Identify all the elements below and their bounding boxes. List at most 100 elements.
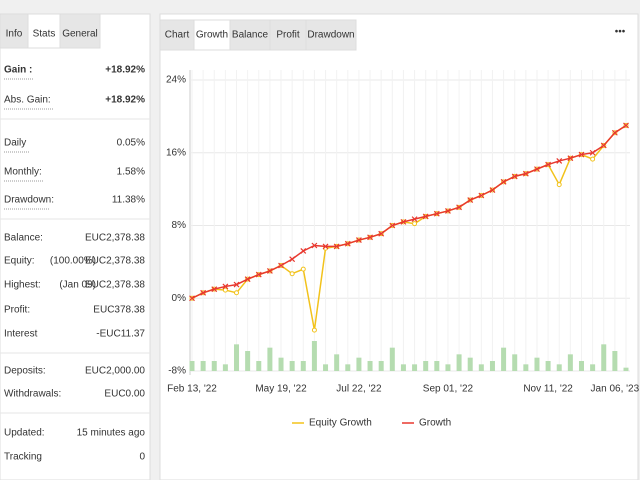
- chart-tab-label[interactable]: Growth: [196, 30, 228, 41]
- volume-bar: [456, 354, 462, 371]
- growth-marker: [567, 155, 574, 162]
- volume-bar: [334, 354, 340, 371]
- growth-marker: [611, 129, 618, 136]
- growth-marker: [200, 289, 207, 296]
- growth-marker: [211, 286, 218, 293]
- growth-marker: [600, 142, 607, 149]
- tab-label[interactable]: Info: [6, 29, 23, 40]
- stat-label: Highest:: [4, 280, 41, 291]
- volume-bar: [234, 344, 240, 371]
- equity-marker: [300, 266, 306, 272]
- growth-marker: [367, 234, 373, 241]
- stat-value: +18.92%: [105, 95, 145, 106]
- tab[interactable]: [27, 13, 61, 49]
- y-tick-label: -8%: [168, 366, 186, 377]
- volume-bar: [489, 361, 495, 371]
- growth-marker: [255, 271, 262, 278]
- equity-marker: [222, 287, 228, 293]
- growth-marker: [289, 256, 296, 263]
- stat-note: (100.00%): [50, 256, 96, 267]
- menu-dots[interactable]: •••: [615, 27, 626, 38]
- chart-tab[interactable]: [269, 19, 307, 51]
- stat-value: EUC2,378.38: [85, 280, 145, 291]
- growth-marker: [400, 218, 407, 225]
- volume-bar: [434, 361, 440, 371]
- chart-tab-label[interactable]: Profit: [276, 30, 300, 41]
- chart-tab[interactable]: [305, 19, 357, 51]
- volume-bar: [345, 364, 351, 371]
- stat-value: 1.58%: [117, 167, 145, 178]
- stat-value: +18.92%: [105, 65, 145, 76]
- volume-bar: [378, 361, 384, 371]
- stat-value: 0: [139, 452, 145, 463]
- stat-value: EUC0.00: [104, 389, 145, 400]
- growth-marker: [623, 122, 629, 129]
- volume-bar: [211, 361, 217, 371]
- chart-tab-label[interactable]: Chart: [165, 30, 190, 41]
- stat-value: 15 minutes ago: [77, 428, 146, 439]
- stat-label: Balance:: [4, 233, 43, 244]
- tab[interactable]: [59, 13, 101, 49]
- volume-bar: [356, 357, 362, 371]
- growth-marker: [222, 283, 229, 290]
- growth-marker: [266, 268, 273, 274]
- stat-label: Tracking: [4, 452, 42, 463]
- x-tick-label: Jul 22, '22: [336, 384, 382, 395]
- growth-marker: [545, 161, 552, 168]
- stat-value: EUC2,000.00: [85, 366, 145, 377]
- stat-label: Profit:: [4, 305, 30, 316]
- growth-marker: [389, 222, 396, 229]
- chart-tab[interactable]: [229, 19, 271, 51]
- growth-marker: [311, 242, 318, 249]
- stat-label: Updated:: [4, 428, 45, 439]
- volume-bar: [189, 361, 195, 371]
- volume-bar: [590, 364, 596, 371]
- volume-bar: [412, 364, 418, 371]
- growth-marker: [422, 213, 429, 220]
- growth-marker: [489, 187, 496, 193]
- stat-value: -EUC11.37: [96, 329, 145, 340]
- tab-label[interactable]: General: [62, 29, 98, 40]
- stats-panel: [0, 13, 151, 480]
- x-tick-label: May 19, '22: [255, 384, 307, 395]
- stat-label: Drawdown:: [4, 195, 54, 206]
- stat-value: EUC378.38: [93, 305, 145, 316]
- volume-bar: [545, 361, 551, 371]
- tab-label[interactable]: Stats: [33, 29, 56, 40]
- stat-label: Gain :: [4, 65, 32, 76]
- growth-marker: [534, 166, 540, 173]
- volume-bar: [623, 367, 629, 371]
- stat-value: EUC2,378.38: [85, 233, 145, 244]
- growth-marker: [355, 237, 362, 243]
- growth-marker: [445, 208, 451, 214]
- stat-label: Daily: [4, 138, 26, 149]
- equity-marker: [289, 271, 295, 277]
- volume-bar: [467, 357, 473, 371]
- growth-marker: [578, 151, 585, 158]
- growth-marker: [333, 243, 340, 250]
- equity-marker: [590, 156, 596, 162]
- equity-marker: [556, 182, 562, 188]
- chart-tab-label[interactable]: Drawdown: [307, 30, 354, 41]
- growth-marker: [522, 170, 529, 177]
- growth-marker: [322, 243, 329, 250]
- volume-bar: [311, 341, 317, 371]
- stat-note: (Jan 09): [59, 280, 96, 291]
- legend-label[interactable]: Growth: [419, 418, 451, 429]
- volume-bar: [267, 347, 273, 371]
- equity-marker: [311, 327, 317, 333]
- x-tick-label: Nov 11, '22: [523, 384, 573, 395]
- chart-tab-label[interactable]: Balance: [232, 30, 269, 41]
- growth-marker: [556, 158, 563, 164]
- volume-bar: [501, 347, 507, 371]
- legend-label[interactable]: Equity Growth: [309, 418, 372, 429]
- growth-marker: [589, 149, 596, 156]
- stat-label: Interest: [4, 329, 38, 340]
- equity-marker: [412, 221, 418, 227]
- volume-bar: [278, 357, 284, 371]
- growth-marker: [478, 192, 485, 199]
- stat-label: Deposits:: [4, 366, 46, 377]
- stat-label: Abs. Gain:: [4, 95, 51, 106]
- y-tick-label: 16%: [166, 147, 186, 158]
